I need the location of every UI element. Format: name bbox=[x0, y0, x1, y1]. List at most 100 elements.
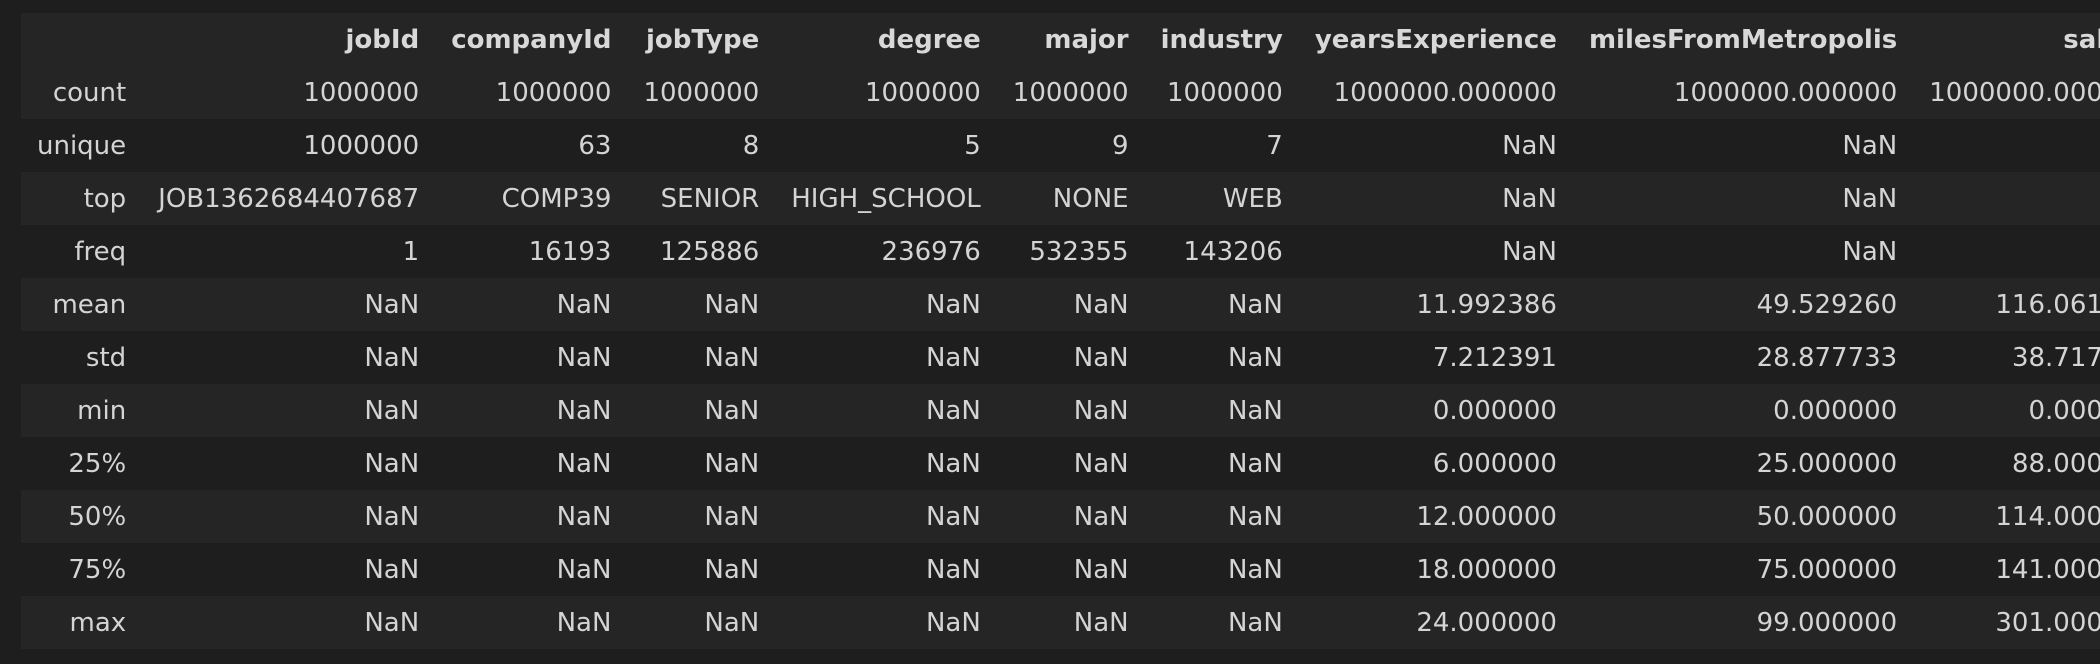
table-cell: NONE bbox=[1052, 183, 1129, 214]
table-cell: NaN bbox=[1842, 236, 1898, 267]
header-row: jobId companyId jobType degree major ind… bbox=[21, 13, 2100, 66]
table-header: jobId companyId jobType degree major ind… bbox=[21, 13, 2100, 66]
table-cell: NaN bbox=[1227, 395, 1283, 426]
table-row: 50% NaN NaN NaN NaN NaN NaN 12.000000 50.000000 1… bbox=[21, 490, 2100, 543]
table-cell: NaN bbox=[1227, 501, 1283, 532]
table-cell: NaN bbox=[364, 554, 420, 585]
table-cell: NaN bbox=[1502, 130, 1557, 161]
table-cell: NaN bbox=[1842, 130, 1898, 161]
table-cell: NaN bbox=[925, 607, 981, 638]
table-cell: 16193 bbox=[528, 236, 612, 267]
table-cell: NaN bbox=[704, 342, 760, 373]
table-cell: COMP39 bbox=[501, 183, 612, 214]
row-index-label: count bbox=[52, 77, 127, 108]
table-cell: 1000000.000000 bbox=[1929, 77, 2100, 108]
table-cell: 1000000 bbox=[865, 77, 981, 108]
table-cell: 143206 bbox=[1183, 236, 1283, 267]
table-cell: NaN bbox=[1502, 236, 1557, 267]
table-cell: NaN bbox=[556, 554, 612, 585]
table-cell: 114.000000 bbox=[1995, 501, 2100, 532]
table-cell: 532355 bbox=[1029, 236, 1129, 267]
table-cell: 8 bbox=[742, 130, 760, 161]
table-cell: SENIOR bbox=[660, 183, 760, 214]
column-header-major: major bbox=[996, 13, 1145, 66]
row-index-label: max bbox=[69, 607, 127, 638]
column-header-jobid: jobId bbox=[142, 13, 436, 66]
table-cell: NaN bbox=[925, 448, 981, 479]
table-cell: 1000000 bbox=[1012, 77, 1129, 108]
row-index-label: std bbox=[85, 342, 127, 373]
table-cell: NaN bbox=[925, 289, 981, 320]
table-row: 75% NaN NaN NaN NaN NaN NaN 18.000000 75.000000 1… bbox=[21, 543, 2100, 596]
table-cell: 7 bbox=[1266, 130, 1283, 161]
table-cell: NaN bbox=[364, 607, 420, 638]
table-cell: 28.877733 bbox=[1756, 342, 1898, 373]
table-cell: NaN bbox=[704, 289, 760, 320]
table-cell: 1000000 bbox=[303, 130, 420, 161]
table-cell: NaN bbox=[556, 501, 612, 532]
table-cell: NaN bbox=[1227, 448, 1283, 479]
table-cell: NaN bbox=[704, 554, 760, 585]
table-cell: 63 bbox=[578, 130, 612, 161]
row-index-label: 75% bbox=[68, 554, 127, 585]
table-cell: 236976 bbox=[881, 236, 981, 267]
table-cell: NaN bbox=[1073, 448, 1129, 479]
table-cell: NaN bbox=[1913, 172, 2100, 225]
table-cell: NaN bbox=[364, 501, 420, 532]
index-header-cell bbox=[21, 13, 143, 66]
table-cell: NaN bbox=[1073, 554, 1129, 585]
table-row: max NaN NaN NaN NaN NaN NaN 24.000000 99.000000 3… bbox=[21, 596, 2100, 649]
table-cell: 1000000 bbox=[643, 77, 760, 108]
table-cell: NaN bbox=[1842, 183, 1898, 214]
table-row: count 1000000 1000000 1000000 1000000 1000000… bbox=[21, 66, 2100, 119]
row-index-label: min bbox=[77, 395, 127, 426]
table-cell: 99.000000 bbox=[1756, 607, 1898, 638]
table-cell: 1000000.000000 bbox=[1333, 77, 1557, 108]
table-cell: NaN bbox=[364, 395, 420, 426]
table-cell: NaN bbox=[925, 342, 981, 373]
table-cell: 141.000000 bbox=[1995, 554, 2100, 585]
table-cell: JOB1362684407687 bbox=[158, 183, 420, 214]
table-cell: NaN bbox=[556, 395, 612, 426]
table-cell: NaN bbox=[1073, 289, 1129, 320]
table-cell: 7.212391 bbox=[1432, 342, 1557, 373]
table-cell: 5 bbox=[964, 130, 981, 161]
table-cell: NaN bbox=[925, 395, 981, 426]
table-cell: NaN bbox=[925, 554, 981, 585]
table-cell: HIGH_SCHOOL bbox=[791, 183, 981, 214]
table-row: mean NaN NaN NaN NaN NaN NaN 11.992386 49.529260… bbox=[21, 278, 2100, 331]
column-header-industry: industry bbox=[1144, 13, 1299, 66]
table-cell: NaN bbox=[704, 395, 760, 426]
table-row: std NaN NaN NaN NaN NaN NaN 7.212391 28.877733 38… bbox=[21, 331, 2100, 384]
table-cell: NaN bbox=[556, 448, 612, 479]
column-header-milesfrommetropolis: milesFromMetropolis bbox=[1572, 13, 1914, 66]
table-cell: 1000000 bbox=[1167, 77, 1283, 108]
table-body: count 1000000 1000000 1000000 1000000 1000000… bbox=[21, 66, 2100, 649]
table-cell: NaN bbox=[1502, 183, 1557, 214]
column-header-degree: degree bbox=[775, 13, 997, 66]
table-cell: 0.000000 bbox=[2028, 395, 2100, 426]
table-cell: 0.000000 bbox=[1773, 395, 1898, 426]
table-cell: NaN bbox=[1227, 554, 1283, 585]
column-header-yearsexperience: yearsExperience bbox=[1298, 13, 1573, 66]
table-cell: 88.000000 bbox=[2011, 448, 2100, 479]
table-cell: 25.000000 bbox=[1756, 448, 1898, 479]
table-cell: WEB bbox=[1222, 183, 1283, 214]
table-cell: NaN bbox=[556, 289, 612, 320]
table-cell: NaN bbox=[1073, 395, 1129, 426]
column-header-salary: salary bbox=[1913, 13, 2100, 66]
table-cell: NaN bbox=[704, 448, 760, 479]
table-cell: NaN bbox=[1227, 607, 1283, 638]
table-cell: NaN bbox=[1913, 119, 2100, 172]
table-row: unique 1000000 63 8 5 9 7 NaN NaN NaN bbox=[21, 119, 2100, 172]
table-cell: NaN bbox=[364, 289, 420, 320]
table-cell: NaN bbox=[925, 501, 981, 532]
table-cell: 18.000000 bbox=[1416, 554, 1557, 585]
table-cell: 0.000000 bbox=[1432, 395, 1557, 426]
table-cell: 1 bbox=[402, 236, 420, 267]
column-header-jobtype: jobType bbox=[627, 13, 776, 66]
table-cell: 38.717936 bbox=[2011, 342, 2100, 373]
row-index-label: 25% bbox=[68, 448, 127, 479]
table-cell: 1000000 bbox=[303, 77, 420, 108]
